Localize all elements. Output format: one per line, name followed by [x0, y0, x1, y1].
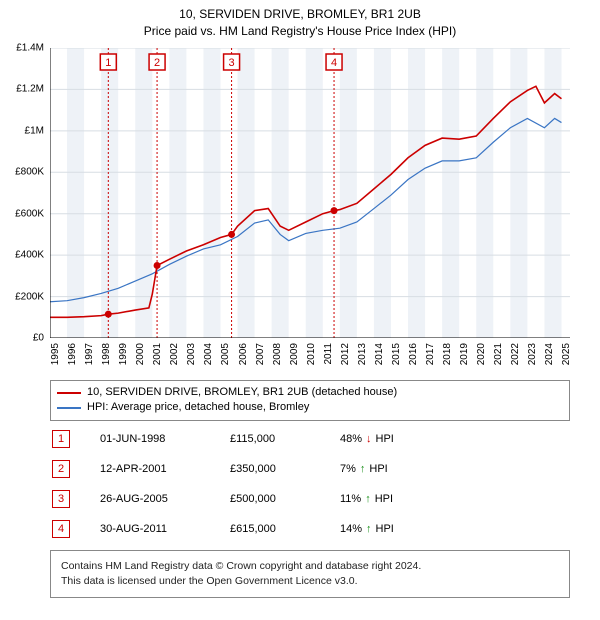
- x-tick-label: 2019: [459, 343, 470, 365]
- diff-suffix: HPI: [375, 493, 393, 505]
- x-tick-label: 2004: [203, 343, 214, 365]
- svg-text:4: 4: [331, 57, 337, 69]
- y-tick-label: £400K: [15, 250, 44, 261]
- sale-price: £500,000: [230, 493, 340, 505]
- y-tick-label: £200K: [15, 291, 44, 302]
- sale-date: 26-AUG-2005: [100, 493, 230, 505]
- y-tick-label: £800K: [15, 167, 44, 178]
- sale-row: 4 30-AUG-2011£615,00014% ↑ HPI: [50, 514, 570, 544]
- x-tick-label: 2005: [220, 343, 231, 365]
- svg-text:2: 2: [154, 57, 160, 69]
- diff-percent: 48%: [340, 433, 362, 445]
- x-tick-label: 2010: [306, 343, 317, 365]
- x-tick-label: 1997: [84, 343, 95, 365]
- x-tick-label: 2014: [374, 343, 385, 365]
- sale-marker-number: 4: [52, 520, 70, 538]
- arrow-up-icon: ↑: [365, 493, 371, 505]
- arrow-up-icon: ↑: [360, 463, 366, 475]
- title-subtitle: Price paid vs. HM Land Registry's House …: [0, 23, 600, 40]
- y-tick-label: £1.2M: [16, 84, 44, 95]
- legend-row: HPI: Average price, detached house, Brom…: [57, 400, 563, 415]
- x-tick-label: 2001: [152, 343, 163, 365]
- title-address: 10, SERVIDEN DRIVE, BROMLEY, BR1 2UB: [0, 6, 600, 23]
- chart-plot-area: 1 2 3 4: [50, 48, 570, 338]
- x-tick-label: 2007: [255, 343, 266, 365]
- sale-price: £115,000: [230, 433, 340, 445]
- x-tick-label: 1999: [118, 343, 129, 365]
- y-tick-label: £600K: [15, 208, 44, 219]
- x-tick-label: 2015: [391, 343, 402, 365]
- chart-svg: 1 2 3 4: [50, 48, 570, 338]
- x-tick-label: 2020: [476, 343, 487, 365]
- legend-row: 10, SERVIDEN DRIVE, BROMLEY, BR1 2UB (de…: [57, 385, 563, 400]
- x-tick-label: 2023: [527, 343, 538, 365]
- arrow-up-icon: ↑: [366, 523, 372, 535]
- sale-price: £350,000: [230, 463, 340, 475]
- sale-row: 3 26-AUG-2005£500,00011% ↑ HPI: [50, 484, 570, 514]
- sale-date: 30-AUG-2011: [100, 523, 230, 535]
- x-tick-label: 1998: [101, 343, 112, 365]
- svg-text:1: 1: [105, 57, 111, 69]
- y-tick-label: £0: [33, 333, 44, 344]
- x-tick-label: 2009: [289, 343, 300, 365]
- sale-marker-number: 3: [52, 490, 70, 508]
- x-tick-label: 2025: [561, 343, 572, 365]
- diff-percent: 14%: [340, 523, 362, 535]
- x-tick-label: 2012: [340, 343, 351, 365]
- legend-label: HPI: Average price, detached house, Brom…: [87, 400, 309, 415]
- x-tick-label: 1996: [67, 343, 78, 365]
- y-axis: £0£200K£400K£600K£800K£1M£1.2M£1.4M: [0, 48, 48, 338]
- x-tick-label: 2013: [357, 343, 368, 365]
- sale-row: 2 12-APR-2001£350,0007% ↑HPI: [50, 454, 570, 484]
- sale-vs-hpi: 7% ↑HPI: [340, 463, 450, 475]
- legend: 10, SERVIDEN DRIVE, BROMLEY, BR1 2UB (de…: [50, 380, 570, 421]
- sale-vs-hpi: 48% ↓ HPI: [340, 433, 450, 445]
- x-tick-label: 2008: [272, 343, 283, 365]
- sale-marker-number: 2: [52, 460, 70, 478]
- sale-date: 01-JUN-1998: [100, 433, 230, 445]
- diff-suffix: HPI: [376, 523, 394, 535]
- x-axis: 1995 1996 1997 1998 1999 2000 2001 2002 2003 2004…: [50, 340, 570, 380]
- footer-attribution: Contains HM Land Registry data © Crown c…: [50, 550, 570, 598]
- chart-title: 10, SERVIDEN DRIVE, BROMLEY, BR1 2UB Pri…: [0, 0, 600, 40]
- x-tick-label: 1995: [50, 343, 61, 365]
- arrow-down-icon: ↓: [366, 433, 372, 445]
- legend-label: 10, SERVIDEN DRIVE, BROMLEY, BR1 2UB (de…: [87, 385, 397, 400]
- x-tick-label: 2021: [493, 343, 504, 365]
- sale-vs-hpi: 14% ↑ HPI: [340, 523, 450, 535]
- diff-suffix: HPI: [369, 463, 387, 475]
- x-tick-label: 2017: [425, 343, 436, 365]
- sales-table: 101-JUN-1998£115,00048%↓HPI212-APR-2001£…: [50, 424, 570, 544]
- x-tick-label: 2002: [169, 343, 180, 365]
- y-tick-label: £1M: [25, 125, 44, 136]
- y-tick-label: £1.4M: [16, 43, 44, 54]
- x-tick-label: 2022: [510, 343, 521, 365]
- legend-swatch: [57, 407, 81, 409]
- footer-line1: Contains HM Land Registry data © Crown c…: [61, 559, 559, 574]
- x-tick-label: 2024: [544, 343, 555, 365]
- sale-marker-number: 1: [52, 430, 70, 448]
- diff-percent: 7%: [340, 463, 356, 475]
- x-tick-label: 2011: [323, 343, 334, 365]
- diff-percent: 11%: [340, 493, 361, 505]
- footer-line2: This data is licensed under the Open Gov…: [61, 574, 559, 589]
- x-tick-label: 2003: [186, 343, 197, 365]
- diff-suffix: HPI: [376, 433, 394, 445]
- x-tick-label: 2000: [135, 343, 146, 365]
- x-tick-label: 2006: [238, 343, 249, 365]
- legend-swatch: [57, 392, 81, 394]
- x-tick-label: 2018: [442, 343, 453, 365]
- svg-text:3: 3: [229, 57, 235, 69]
- sale-date: 12-APR-2001: [100, 463, 230, 475]
- sale-price: £615,000: [230, 523, 340, 535]
- sale-vs-hpi: 11% ↑ HPI: [340, 493, 450, 505]
- x-tick-label: 2016: [408, 343, 419, 365]
- sale-row: 1 01-JUN-1998£115,00048% ↓ HPI: [50, 424, 570, 454]
